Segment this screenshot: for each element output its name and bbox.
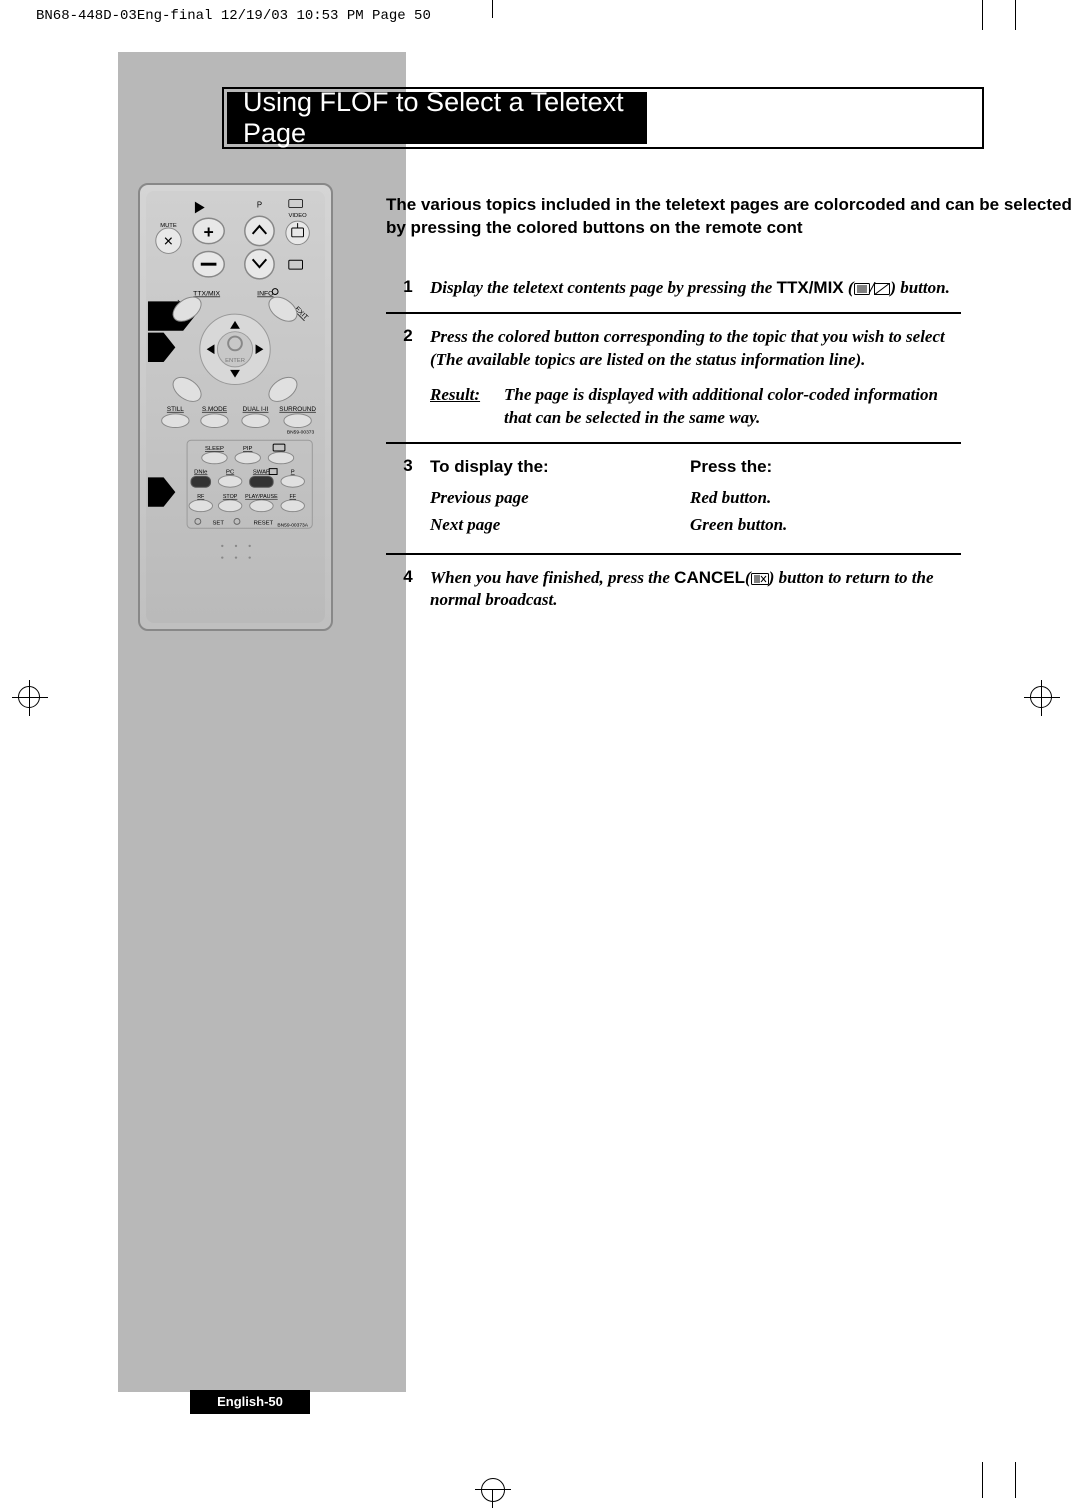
- page-title-box: Using FLOF to Select a Teletext Page: [222, 87, 984, 149]
- step-number: 2: [386, 326, 430, 430]
- svg-text:PIP: PIP: [243, 446, 253, 452]
- table-header-left: To display the:: [430, 456, 690, 479]
- ttx-mix-label: TTX/MIX: [777, 278, 844, 297]
- table-cell: Next page: [430, 514, 690, 537]
- svg-text:STOP: STOP: [223, 494, 238, 500]
- svg-text:S.MODE: S.MODE: [202, 406, 227, 413]
- remote-svg: P VIDEO MUTE ✕ +: [146, 191, 325, 623]
- step-1: 1 Display the teletext contents page by …: [386, 265, 961, 314]
- svg-text:SET: SET: [213, 520, 225, 526]
- svg-text:ENTER: ENTER: [225, 358, 245, 364]
- crop-mark-top: [482, 0, 512, 30]
- svg-text:RESET: RESET: [254, 520, 274, 526]
- svg-text:PC: PC: [226, 470, 235, 476]
- step-2: 2 Press the colored button corresponding…: [386, 314, 961, 444]
- table-cell: Green button.: [690, 514, 961, 537]
- step-text: To display the: Press the: Previous page…: [430, 456, 961, 541]
- page-number-footer: English-50: [190, 1390, 310, 1414]
- step-3: 3 To display the: Press the: Previous pa…: [386, 444, 961, 555]
- table-cell: Previous page: [430, 487, 690, 510]
- cancel-icon: [751, 573, 769, 585]
- svg-text:SWAP: SWAP: [253, 470, 270, 476]
- page: Using FLOF to Select a Teletext Page P V…: [50, 30, 1080, 1450]
- crop-mark-bottom: [475, 1472, 511, 1508]
- svg-text:SLEEP: SLEEP: [205, 446, 224, 452]
- table-header-right: Press the:: [690, 456, 961, 479]
- svg-text:RF: RF: [197, 494, 205, 500]
- svg-text:BN59-00373: BN59-00373: [287, 429, 315, 435]
- result-text: The page is displayed with additional co…: [504, 384, 961, 430]
- step-number: 1: [386, 277, 430, 300]
- steps-list: 1 Display the teletext contents page by …: [386, 265, 961, 624]
- svg-text:INFO: INFO: [257, 290, 273, 297]
- pdf-header: BN68-448D-03Eng-final 12/19/03 10:53 PM …: [36, 8, 431, 24]
- svg-text:✕: ✕: [163, 234, 174, 249]
- svg-text:VIDEO: VIDEO: [288, 213, 307, 219]
- table-cell: Red button.: [690, 487, 961, 510]
- teletext-mix-icon: [874, 283, 890, 295]
- svg-text:STILL: STILL: [167, 406, 184, 413]
- step-text: Press the colored button corresponding t…: [430, 326, 961, 430]
- svg-text:DNIe: DNIe: [194, 470, 207, 476]
- step-number: 4: [386, 567, 430, 613]
- step-4: 4 When you have finished, press the CANC…: [386, 555, 961, 625]
- cancel-label: CANCEL: [674, 568, 745, 587]
- step-text: When you have finished, press the CANCEL…: [430, 567, 961, 613]
- result-label: Result:: [430, 384, 504, 430]
- page-title: Using FLOF to Select a Teletext Page: [243, 87, 647, 149]
- trim-line: [1015, 0, 1016, 30]
- svg-text:TTX/MIX: TTX/MIX: [193, 290, 220, 297]
- remote-control-illustration: P VIDEO MUTE ✕ +: [138, 183, 333, 631]
- intro-paragraph: The various topics included in the telet…: [386, 194, 1080, 240]
- svg-text:DUAL I-II: DUAL I-II: [243, 406, 269, 413]
- step-number: 3: [386, 456, 430, 541]
- trim-line: [982, 1462, 983, 1498]
- registration-mark-left: [12, 680, 48, 716]
- trim-line: [982, 0, 983, 30]
- svg-text:P: P: [291, 470, 295, 476]
- svg-text:+: +: [203, 222, 213, 242]
- svg-text:FF: FF: [289, 494, 296, 500]
- svg-text:SURROUND: SURROUND: [279, 406, 316, 413]
- svg-text:BN59-00373A: BN59-00373A: [277, 522, 308, 528]
- step-text: Display the teletext contents page by pr…: [430, 277, 961, 300]
- svg-text:PLAY/PAUSE: PLAY/PAUSE: [245, 494, 278, 500]
- trim-line: [1015, 1462, 1016, 1498]
- svg-text:P: P: [257, 200, 262, 209]
- teletext-icon: [854, 283, 870, 295]
